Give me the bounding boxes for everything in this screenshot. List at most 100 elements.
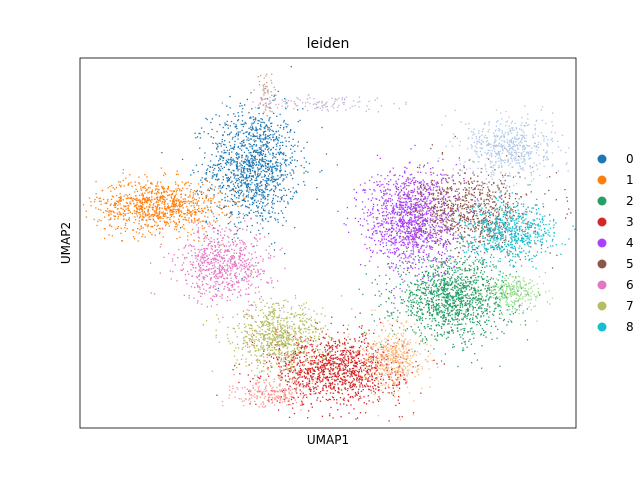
scatter-point (310, 376, 312, 378)
scatter-point (151, 199, 153, 201)
scatter-point (414, 275, 416, 277)
scatter-point (253, 195, 256, 197)
scatter-point (427, 192, 429, 194)
scatter-point (347, 371, 349, 373)
scatter-point (492, 264, 494, 266)
scatter-point (207, 188, 209, 190)
scatter-point (457, 275, 459, 277)
scatter-point (304, 184, 306, 186)
scatter-point (217, 178, 220, 180)
scatter-point (331, 344, 333, 347)
scatter-point (250, 117, 252, 119)
scatter-point (253, 149, 255, 151)
scatter-point (293, 361, 295, 363)
scatter-point (255, 161, 257, 163)
scatter-point (173, 200, 176, 202)
scatter-point (259, 148, 261, 150)
scatter-point (186, 209, 189, 212)
scatter-point (360, 327, 363, 329)
scatter-point (486, 294, 488, 296)
scatter-point (220, 187, 222, 189)
scatter-point (462, 300, 464, 302)
scatter-point (355, 418, 357, 420)
scatter-point (481, 296, 483, 298)
scatter-point (479, 293, 481, 295)
scatter-point (246, 179, 248, 181)
scatter-point (344, 383, 347, 385)
scatter-point (230, 211, 232, 213)
scatter-point (235, 124, 237, 126)
scatter-point (230, 171, 232, 173)
scatter-point (168, 207, 170, 209)
scatter-point (308, 378, 310, 380)
scatter-point (367, 345, 369, 347)
scatter-point (446, 297, 448, 299)
scatter-point (247, 158, 249, 160)
scatter-point (254, 171, 256, 173)
scatter-point (447, 270, 449, 273)
scatter-point (223, 166, 225, 168)
scatter-point (250, 135, 252, 137)
scatter-point (140, 215, 142, 217)
scatter-point (466, 284, 468, 287)
scatter-point (246, 139, 248, 141)
scatter-point (276, 138, 279, 140)
scatter-point (420, 283, 423, 285)
scatter-point (312, 376, 314, 378)
scatter-point (190, 214, 192, 216)
scatter-point (445, 318, 447, 321)
scatter-point (251, 196, 253, 199)
scatter-point (246, 155, 248, 157)
scatter-point (404, 378, 406, 380)
scatter-point (464, 262, 466, 264)
scatter-point (240, 176, 242, 178)
scatter-point (476, 266, 478, 268)
scatter-point (260, 126, 262, 128)
scatter-point (258, 155, 260, 157)
scatter-point (495, 302, 497, 304)
scatter-point (476, 359, 478, 361)
scatter-point (319, 367, 321, 369)
scatter-point (438, 285, 440, 288)
scatter-point (266, 125, 268, 127)
scatter-point (353, 370, 355, 372)
scatter-point (108, 210, 110, 212)
scatter-point (186, 214, 188, 216)
scatter-point (189, 212, 191, 214)
scatter-point (110, 213, 112, 215)
scatter-point (256, 137, 259, 139)
scatter-point (447, 283, 449, 286)
scatter-point (135, 210, 137, 213)
scatter-point (516, 309, 518, 311)
scatter-point (290, 398, 293, 401)
scatter-point (128, 183, 130, 185)
scatter-point (237, 131, 239, 133)
scatter-point (256, 151, 258, 153)
scatter-point (452, 343, 454, 346)
scatter-point (161, 200, 164, 203)
scatter-point (317, 366, 319, 368)
scatter-point (321, 368, 323, 371)
scatter-point (248, 191, 250, 193)
scatter-point (148, 230, 150, 232)
scatter-point (274, 180, 276, 182)
scatter-point (247, 168, 249, 170)
scatter-point (449, 299, 451, 301)
scatter-point (279, 170, 281, 173)
scatter-point (352, 347, 354, 349)
scatter-point (431, 299, 434, 301)
scatter-point (451, 329, 453, 331)
scatter-point (212, 176, 214, 178)
scatter-point (228, 216, 230, 219)
scatter-point (181, 201, 183, 203)
scatter-point (280, 151, 283, 154)
scatter-point (461, 309, 463, 312)
scatter-point (266, 178, 269, 180)
scatter-point (419, 316, 421, 318)
scatter-point (388, 387, 390, 389)
scatter-point (192, 192, 194, 194)
scatter-point (285, 358, 287, 361)
scatter-point (262, 145, 264, 147)
scatter-point (242, 199, 244, 201)
scatter-point (449, 295, 451, 297)
